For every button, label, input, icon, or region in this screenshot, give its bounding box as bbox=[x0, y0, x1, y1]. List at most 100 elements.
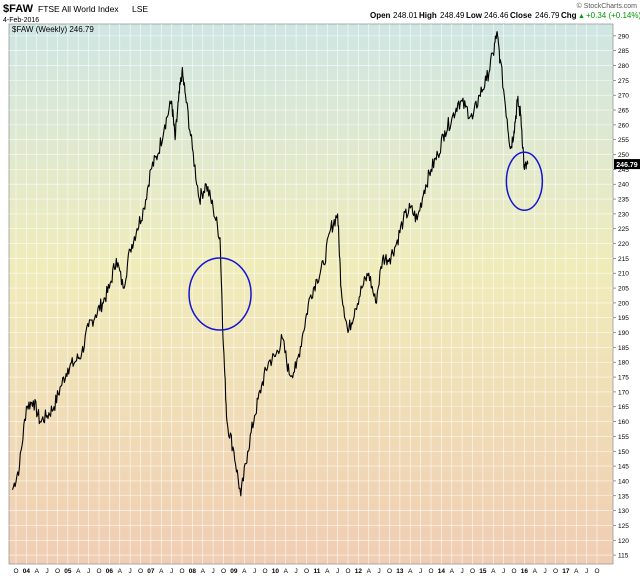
x-tick-label: O bbox=[387, 568, 392, 575]
annotation-circle bbox=[505, 151, 544, 212]
price-line bbox=[11, 31, 529, 497]
x-tick-label: J bbox=[46, 568, 49, 575]
chart-index-name: FTSE All World Index bbox=[38, 4, 119, 14]
chg-label: Chg bbox=[561, 11, 577, 20]
y-tick-label: 115 bbox=[618, 553, 629, 560]
y-tick-label: 210 bbox=[618, 271, 629, 278]
y-axis: 115 120 125 130 135 140 145 150 155 160 165 170 175 1… bbox=[613, 33, 629, 560]
y-tick-label: 215 bbox=[618, 256, 629, 263]
x-tick-label: 16 bbox=[521, 568, 529, 575]
y-tick-label: 120 bbox=[618, 538, 629, 545]
x-tick-label: O bbox=[179, 568, 184, 575]
y-tick-label: 230 bbox=[618, 211, 629, 218]
x-tick-label: O bbox=[594, 568, 599, 575]
ohlc-readout: Open 248.01 High 248.49 Low 246.46 Close… bbox=[370, 11, 640, 20]
y-tick-label: 155 bbox=[618, 434, 629, 441]
y-tick-label: 200 bbox=[618, 300, 629, 307]
x-tick-label: O bbox=[345, 568, 350, 575]
y-tick-label: 275 bbox=[618, 78, 629, 85]
x-tick-label: J bbox=[295, 568, 298, 575]
plot-area bbox=[8, 23, 614, 565]
x-tick-label: J bbox=[544, 568, 547, 575]
close-label: Close bbox=[510, 11, 532, 20]
y-tick-label: 250 bbox=[618, 152, 629, 159]
close-value: 246.79 bbox=[535, 11, 560, 20]
x-tick-label: A bbox=[533, 568, 538, 575]
x-tick-label: J bbox=[502, 568, 505, 575]
y-tick-label: 180 bbox=[618, 360, 629, 367]
x-tick-label: O bbox=[304, 568, 309, 575]
chart-date: 4-Feb-2016 bbox=[3, 17, 39, 24]
x-tick-label: O bbox=[553, 568, 558, 575]
x-tick-label: J bbox=[212, 568, 215, 575]
x-tick-label: A bbox=[450, 568, 455, 575]
y-tick-label: 125 bbox=[618, 523, 629, 530]
x-tick-label: 10 bbox=[272, 568, 280, 575]
x-tick-label: O bbox=[511, 568, 516, 575]
last-price-box bbox=[614, 159, 640, 170]
y-tick-label: 205 bbox=[618, 286, 629, 293]
x-tick-label: 14 bbox=[438, 568, 446, 575]
y-tick-label: 145 bbox=[618, 464, 629, 471]
annotation-circles bbox=[188, 151, 544, 331]
y-tick-label: 175 bbox=[618, 375, 629, 382]
grid-lines bbox=[9, 24, 613, 564]
low-label: Low bbox=[466, 11, 483, 20]
x-tick-label: A bbox=[408, 568, 413, 575]
x-tick-label: J bbox=[253, 568, 256, 575]
y-tick-label: 140 bbox=[618, 478, 629, 485]
x-axis: O 04 A J O 05 A J O 06 A J O 07 A J O 08 A J O 09 A J O 10 A J O 11 A J… bbox=[13, 568, 599, 575]
x-tick-label: 12 bbox=[355, 568, 363, 575]
y-tick-label: 290 bbox=[618, 33, 629, 40]
y-tick-label: 265 bbox=[618, 108, 629, 115]
y-tick-label: 260 bbox=[618, 122, 629, 129]
x-tick-label: A bbox=[159, 568, 164, 575]
x-tick-label: O bbox=[221, 568, 226, 575]
x-tick-label: J bbox=[419, 568, 422, 575]
x-tick-label: J bbox=[461, 568, 464, 575]
x-tick-label: J bbox=[170, 568, 173, 575]
x-tick-label: A bbox=[118, 568, 123, 575]
y-tick-label: 255 bbox=[618, 137, 629, 144]
y-tick-label: 165 bbox=[618, 404, 629, 411]
high-label: High bbox=[419, 11, 437, 20]
y-tick-label: 225 bbox=[618, 226, 629, 233]
x-tick-label: A bbox=[574, 568, 579, 575]
chg-arrow-icon: ▲ bbox=[578, 13, 585, 20]
chart-exchange: LSE bbox=[132, 4, 148, 14]
x-tick-label: A bbox=[76, 568, 81, 575]
open-label: Open bbox=[370, 11, 391, 20]
x-tick-label: 13 bbox=[396, 568, 404, 575]
x-tick-label: O bbox=[55, 568, 60, 575]
price-series bbox=[11, 31, 529, 497]
x-tick-label: O bbox=[470, 568, 475, 575]
x-tick-label: J bbox=[585, 568, 588, 575]
x-tick-label: 09 bbox=[230, 568, 238, 575]
x-tick-label: 15 bbox=[479, 568, 487, 575]
x-tick-label: A bbox=[242, 568, 247, 575]
y-tick-label: 285 bbox=[618, 48, 629, 55]
x-tick-label: A bbox=[35, 568, 40, 575]
y-tick-label: 130 bbox=[618, 508, 629, 515]
x-tick-label: 17 bbox=[562, 568, 570, 575]
low-value: 246.46 bbox=[484, 11, 509, 20]
x-tick-label: O bbox=[96, 568, 101, 575]
x-tick-label: A bbox=[325, 568, 330, 575]
y-tick-label: 150 bbox=[618, 449, 629, 456]
open-value: 248.01 bbox=[393, 11, 418, 20]
x-tick-label: O bbox=[428, 568, 433, 575]
x-tick-label: J bbox=[87, 568, 90, 575]
series-legend: $FAW (Weekly) 246.79 bbox=[12, 25, 94, 34]
y-tick-label: 270 bbox=[618, 93, 629, 100]
x-tick-label: 07 bbox=[147, 568, 155, 575]
high-value: 248.49 bbox=[440, 11, 465, 20]
watermark: © StockCharts.com bbox=[577, 2, 638, 10]
x-tick-label: A bbox=[284, 568, 289, 575]
y-tick-label: 195 bbox=[618, 315, 629, 322]
chart-symbol: $FAW bbox=[3, 3, 34, 15]
x-tick-label: 06 bbox=[106, 568, 114, 575]
y-tick-label: 160 bbox=[618, 419, 629, 426]
x-tick-label: J bbox=[336, 568, 339, 575]
x-tick-label: J bbox=[378, 568, 381, 575]
